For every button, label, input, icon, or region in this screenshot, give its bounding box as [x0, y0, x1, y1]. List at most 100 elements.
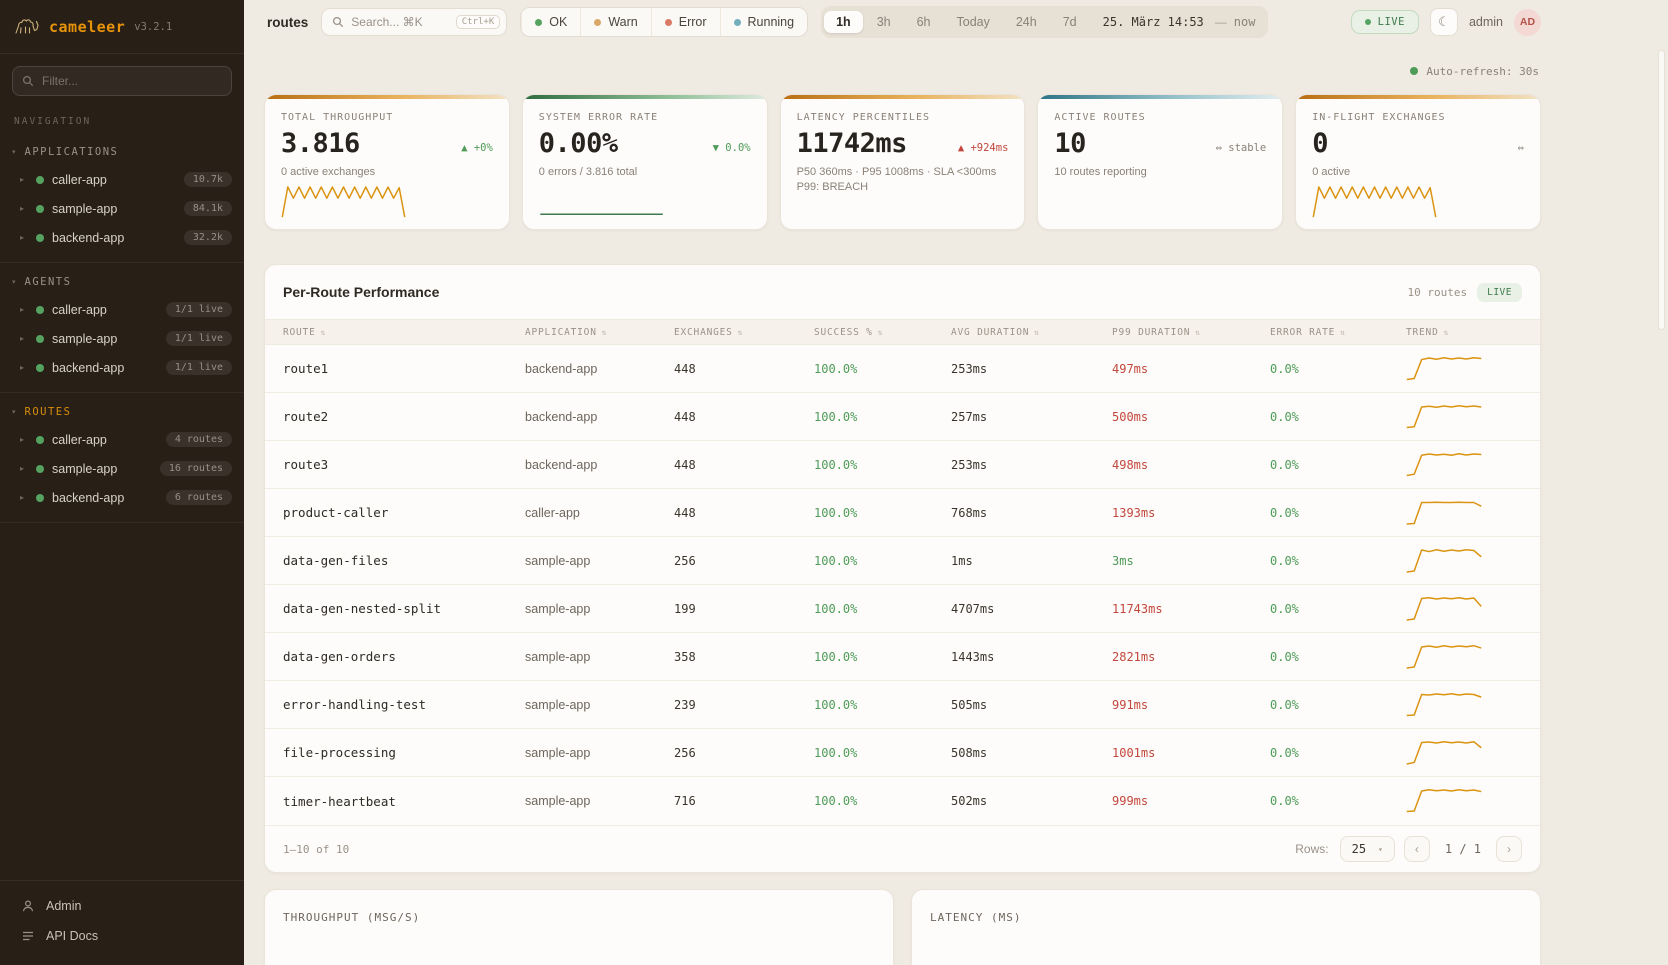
- cell-route: file-processing: [283, 745, 396, 760]
- brand[interactable]: cameleer v3.2.1: [0, 0, 244, 54]
- date-range-from[interactable]: 25. März 14:53: [1102, 15, 1204, 29]
- cell-avg-duration: 508ms: [951, 745, 988, 760]
- cell-avg-duration: 505ms: [951, 697, 988, 712]
- avatar[interactable]: AD: [1514, 8, 1541, 36]
- status-dot: [36, 363, 44, 372]
- auto-refresh-label: Auto-refresh: 30s: [1426, 64, 1539, 78]
- time-range-button[interactable]: 3h: [876, 15, 891, 29]
- docs-icon: [23, 931, 33, 941]
- kpi-subtitle-2: P99: BREACH: [796, 181, 869, 193]
- trend-sparkline: [1406, 354, 1482, 384]
- table-row[interactable]: error-handling-test sample-app 239 100.0…: [265, 681, 1540, 729]
- column-header[interactable]: TREND ⇅: [1406, 327, 1522, 338]
- sidebar-item-admin[interactable]: Admin: [0, 891, 244, 921]
- sidebar-item-badge: 1/1 live: [165, 331, 232, 346]
- time-range-button[interactable]: 6h: [916, 15, 931, 29]
- status-dot: [36, 464, 44, 473]
- sidebar-item-label: backend-app: [52, 490, 125, 505]
- sidebar-section-header[interactable]: ▾ ROUTES: [0, 399, 244, 425]
- table-row[interactable]: route2 backend-app 448 100.0% 257ms 500m…: [265, 393, 1540, 441]
- table-row[interactable]: route1 backend-app 448 100.0% 253ms 497m…: [265, 345, 1540, 393]
- camel-logo-icon: [14, 13, 40, 40]
- cell-exchanges: 358: [674, 649, 696, 664]
- sidebar-item[interactable]: ▸ sample-app 1/1 live: [0, 324, 244, 353]
- status-filter-button[interactable]: Error: [650, 8, 720, 36]
- sidebar-footer: Admin API Docs: [0, 880, 244, 965]
- navigation-label: NAVIGATION: [14, 116, 92, 127]
- cell-exchanges: 256: [674, 745, 696, 760]
- column-header[interactable]: P99 DURATION ⇅: [1112, 327, 1270, 338]
- column-header[interactable]: APPLICATION ⇅: [525, 327, 674, 338]
- previous-page-button[interactable]: ‹: [1403, 836, 1430, 862]
- column-header[interactable]: AVG DURATION ⇅: [951, 327, 1112, 338]
- kpi-sparkline: [281, 181, 406, 221]
- scrollbar-thumb[interactable]: [1658, 50, 1665, 330]
- cell-trend: [1406, 690, 1522, 720]
- trend-sparkline: [1406, 546, 1482, 576]
- time-range-button[interactable]: Today: [956, 15, 990, 29]
- live-toggle[interactable]: LIVE: [1350, 10, 1419, 34]
- sidebar-item-label: sample-app: [52, 331, 118, 346]
- kpi-cards: TOTAL THROUGHPUT 3.816 ▲ +0% 0 active ex…: [264, 94, 1541, 230]
- sidebar-item-label: caller-app: [52, 432, 107, 447]
- bottom-charts: THROUGHPUT (MSG/S) LATENCY (MS): [264, 889, 1541, 965]
- status-filter-button[interactable]: Warn: [580, 8, 650, 36]
- table-row[interactable]: product-caller caller-app 448 100.0% 768…: [265, 489, 1540, 537]
- table-row[interactable]: data-gen-nested-split sample-app 199 100…: [265, 585, 1540, 633]
- table-row[interactable]: route3 backend-app 448 100.0% 253ms 498m…: [265, 441, 1540, 489]
- topbar-right: LIVE ☾ admin AD: [1350, 8, 1541, 36]
- column-header-label: ROUTE: [283, 326, 316, 338]
- sidebar-item[interactable]: ▸ backend-app 32.2k: [0, 223, 244, 252]
- kpi-label: SYSTEM ERROR RATE: [538, 112, 659, 123]
- table-row[interactable]: file-processing sample-app 256 100.0% 50…: [265, 729, 1540, 777]
- kpi-value: 3.816: [281, 128, 360, 159]
- sidebar-filter-input[interactable]: [12, 66, 232, 96]
- sidebar-item[interactable]: ▸ backend-app 1/1 live: [0, 353, 244, 382]
- sidebar-item[interactable]: ▸ caller-app 10.7k: [0, 165, 244, 194]
- sidebar-item-api-docs[interactable]: API Docs: [0, 921, 244, 951]
- cell-exchanges: 199: [674, 601, 696, 616]
- sidebar-item-badge: 10.7k: [183, 172, 232, 187]
- column-header[interactable]: ROUTE ⇅: [283, 327, 525, 338]
- kpi-card: LATENCY PERCENTILES 11742ms ▲ +924ms P50…: [779, 94, 1026, 230]
- column-header[interactable]: EXCHANGES ⇅: [674, 327, 814, 338]
- table-row[interactable]: data-gen-orders sample-app 358 100.0% 14…: [265, 633, 1540, 681]
- sidebar-item[interactable]: ▸ caller-app 4 routes: [0, 425, 244, 454]
- sidebar-section: ▾ APPLICATIONS ▸ caller-app 10.7k: [0, 133, 244, 263]
- cell-trend: [1406, 642, 1522, 672]
- routes-count: 10 routes: [1407, 285, 1468, 299]
- sidebar-item[interactable]: ▸ caller-app 1/1 live: [0, 295, 244, 324]
- search-input[interactable]: Search... ⌘K Ctrl+K: [321, 8, 508, 36]
- table-row[interactable]: data-gen-files sample-app 256 100.0% 1ms…: [265, 537, 1540, 585]
- kpi-subtitle: 0 active: [1312, 166, 1351, 178]
- column-header[interactable]: ERROR RATE ⇅: [1270, 327, 1406, 338]
- cell-p99-duration: 1393ms: [1112, 505, 1156, 520]
- status-filter-button[interactable]: OK: [521, 8, 580, 36]
- kpi-label: LATENCY PERCENTILES: [796, 112, 930, 123]
- sidebar-item-badge: 84.1k: [183, 201, 232, 216]
- time-range-button[interactable]: 7d: [1062, 15, 1077, 29]
- auto-refresh-dot: [1410, 67, 1419, 75]
- table-row[interactable]: timer-heartbeat sample-app 716 100.0% 50…: [265, 777, 1540, 825]
- status-filter-button[interactable]: Running: [719, 8, 808, 36]
- sidebar-section-header[interactable]: ▾ APPLICATIONS: [0, 139, 244, 165]
- sidebar-item[interactable]: ▸ sample-app 84.1k: [0, 194, 244, 223]
- cell-avg-duration: 257ms: [951, 409, 988, 424]
- time-range-button[interactable]: 24h: [1015, 15, 1037, 29]
- sidebar-item[interactable]: ▸ sample-app 16 routes: [0, 454, 244, 483]
- trend-sparkline: [1406, 450, 1482, 480]
- time-range-button[interactable]: 1h: [824, 11, 863, 33]
- rows-per-page-select[interactable]: 25 ▾: [1339, 836, 1395, 862]
- chevron-right-icon: ▸: [20, 435, 25, 444]
- next-page-button[interactable]: ›: [1496, 836, 1522, 862]
- sidebar-section-header[interactable]: ▾ AGENTS: [0, 269, 244, 295]
- dark-mode-toggle[interactable]: ☾: [1429, 8, 1458, 36]
- cell-error-rate: 0.0%: [1270, 409, 1299, 424]
- date-range-to[interactable]: now: [1233, 15, 1256, 29]
- column-header[interactable]: SUCCESS % ⇅: [814, 327, 951, 338]
- cell-success: 100.0%: [814, 553, 858, 568]
- rows-per-page-label: Rows:: [1295, 842, 1329, 856]
- sidebar-item[interactable]: ▸ backend-app 6 routes: [0, 483, 244, 512]
- status-dot: [36, 175, 44, 184]
- time-range-group: 1h 3h 6h Today 24h 7d 25. März 14:53 — n…: [821, 6, 1269, 38]
